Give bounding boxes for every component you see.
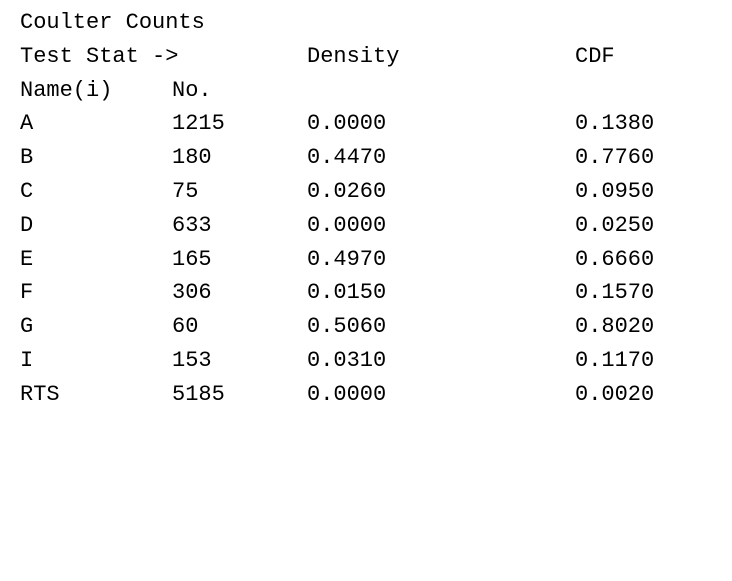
row-density: 0.0260: [307, 178, 387, 204]
table-row: C 75 0.0260 0.0950: [20, 175, 720, 209]
row-number: 153: [172, 347, 212, 373]
name-header: Name(i): [20, 77, 113, 103]
row-number: 60: [172, 314, 199, 340]
title-text: Coulter Counts: [20, 10, 205, 35]
row-name: B: [20, 145, 34, 171]
table-row: F 306 0.0150 0.1570: [20, 276, 720, 310]
row-name: A: [20, 111, 34, 137]
row-cdf: 0.8020: [575, 314, 655, 340]
cdf-header: CDF: [575, 43, 615, 69]
row-cdf: 0.0250: [575, 212, 655, 238]
row-number: 1215: [172, 111, 225, 137]
row-name: F: [20, 280, 34, 306]
row-number: 5185: [172, 381, 225, 407]
density-header: Density: [307, 43, 400, 69]
row-density: 0.4470: [307, 145, 387, 171]
table-row: E 165 0.4970 0.6660: [20, 243, 720, 277]
row-name: G: [20, 314, 34, 340]
table-row: B 180 0.4470 0.7760: [20, 141, 720, 175]
test-stat-label: Test Stat ->: [20, 43, 179, 69]
header-row: Test Stat -> Density CDF: [20, 40, 720, 74]
row-name: I: [20, 347, 34, 373]
row-number: 165: [172, 246, 212, 272]
row-cdf: 0.1570: [575, 280, 655, 306]
coulter-counts-table: Coulter Counts Test Stat -> Density CD F …: [20, 6, 720, 412]
table-row: A 1215 0.0000 0.1380: [20, 107, 720, 141]
row-cdf: 0.0950: [575, 178, 655, 204]
row-density: 0.0150: [307, 280, 387, 306]
row-density: 0.0000: [307, 212, 387, 238]
row-name: D: [20, 212, 34, 238]
row-density: 0.0310: [307, 347, 387, 373]
table-title: Coulter Counts: [20, 6, 720, 40]
row-cdf: 0.1380: [575, 111, 655, 137]
row-name: RTS: [20, 381, 60, 407]
row-density: 0.0000: [307, 381, 387, 407]
row-density: 0.0000: [307, 111, 387, 137]
row-density: 0.4970: [307, 246, 387, 272]
table-row: G 60 0.5060 0.8020: [20, 310, 720, 344]
row-cdf: 0.7760: [575, 145, 655, 171]
row-number: 306: [172, 280, 212, 306]
row-cdf: 0.6660: [575, 246, 655, 272]
row-number: 180: [172, 145, 212, 171]
table-row: I 153 0.0310 0.1170: [20, 344, 720, 378]
row-cdf: 0.0020: [575, 381, 655, 407]
table-row: RTS 5185 0.0000 0.0020: [20, 378, 720, 412]
row-number: 75: [172, 178, 199, 204]
table-row: D 633 0.0000 0.0250: [20, 209, 720, 243]
row-density: 0.5060: [307, 314, 387, 340]
row-name: E: [20, 246, 34, 272]
row-number: 633: [172, 212, 212, 238]
row-cdf: 0.1170: [575, 347, 655, 373]
sub-header-row: Name(i) No.: [20, 74, 720, 108]
row-name: C: [20, 178, 34, 204]
number-header: No.: [172, 77, 212, 103]
